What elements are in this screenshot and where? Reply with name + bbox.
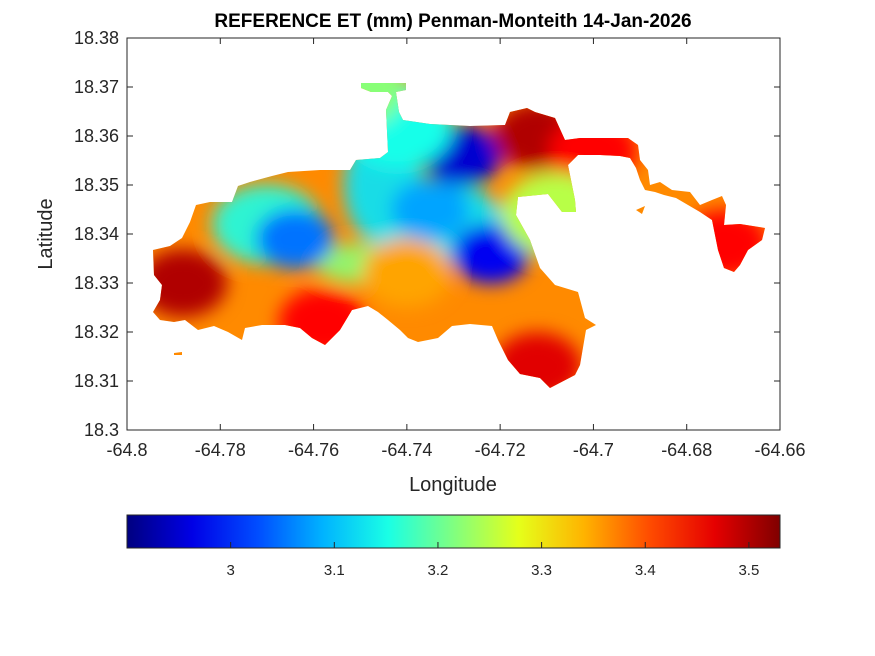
x-tick-label: -64.72 [475,440,526,460]
colorbar [126,514,781,549]
x-tick-label: -64.76 [288,440,339,460]
y-tick-label: 18.32 [74,322,119,342]
x-tick-label: -64.8 [106,440,147,460]
et-region-1 [451,223,530,284]
y-tick-label: 18.37 [74,77,119,97]
x-tick-label: -64.74 [381,440,432,460]
x-tick-label: -64.68 [661,440,712,460]
colorbar-tick-label: 3.5 [738,562,759,579]
y-tick-label: 18.3 [84,420,119,440]
y-tick-label: 18.38 [74,28,119,48]
x-tick-label: -64.7 [573,440,614,460]
colorbar-tick-label: 3.1 [324,562,345,579]
et-region-6 [362,239,452,308]
x-tick-label: -64.66 [754,440,805,460]
y-axis-ticks: 18.3 18.31 18.32 18.33 18.34 18.35 18.36 18.37 1… [74,28,780,440]
y-tick-label: 18.35 [74,175,119,195]
colorbar-tick-label: 3 [226,562,234,579]
x-axis-label: Longitude [409,474,497,496]
x-axis-ticks: -64.8 -64.78 -64.76 -64.74 -64.72 -64.7 -64.68… [106,38,806,460]
et-region-2 [255,208,334,269]
y-tick-label: 18.33 [74,273,119,293]
et-region-7 [153,249,228,317]
y-tick-label: 18.34 [74,224,119,244]
y-tick-label: 18.31 [74,371,119,391]
chart-title: REFERENCE ET (mm) Penman-Monteith 14-Jan… [214,11,691,32]
x-tick-label: -64.78 [195,440,246,460]
y-axis-label: Latitude [35,198,57,269]
colorbar-tick-label: 3.4 [635,562,656,579]
et-region-3 [391,179,470,240]
colorbar-ticks: 3 3.1 3.2 3.3 3.4 3.5 [226,542,759,579]
y-tick-label: 18.36 [74,126,119,146]
colorbar-tick-label: 3.3 [531,562,552,579]
colorbar-tick-label: 3.2 [428,562,449,579]
